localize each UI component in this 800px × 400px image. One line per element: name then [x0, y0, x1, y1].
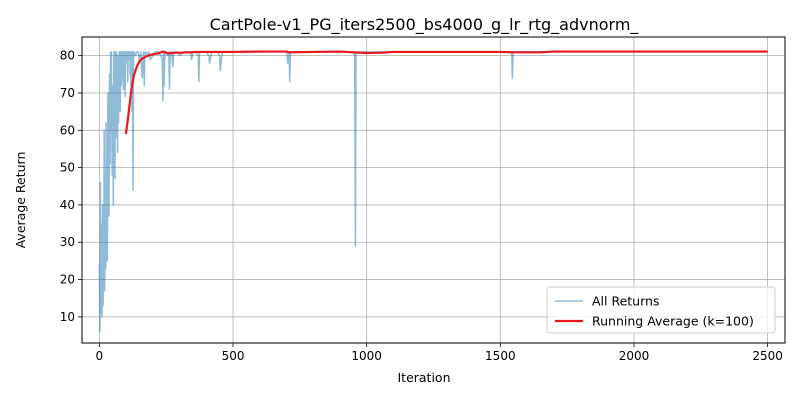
x-tick-label: 2500 — [752, 349, 783, 363]
series-line-running-average — [124, 50, 768, 135]
legend-label-all-returns: All Returns — [592, 294, 659, 309]
y-tick-label: 20 — [60, 273, 75, 287]
x-tick-label: 1000 — [351, 349, 382, 363]
x-tick-label: 500 — [222, 349, 245, 363]
x-tick-label: 1500 — [485, 349, 516, 363]
y-tick-label: 10 — [60, 310, 75, 324]
y-tick-label: 60 — [60, 123, 75, 137]
y-tick-label: 50 — [60, 161, 75, 175]
legend-box — [546, 286, 776, 334]
x-tick-label: 2000 — [619, 349, 650, 363]
x-tick-label: 0 — [96, 349, 104, 363]
y-tick-label: 70 — [60, 86, 75, 100]
y-axis-label: Average Return — [13, 152, 28, 249]
legend: All Returns Running Average (k=100) — [546, 286, 776, 334]
y-tick-label: 80 — [60, 49, 75, 63]
y-axis: 10 20 30 40 50 60 70 80 — [60, 49, 82, 324]
x-axis: 0 500 1000 1500 2000 2500 — [96, 343, 783, 363]
chart-title: CartPole-v1_PG_iters2500_bs4000_g_lr_rtg… — [210, 15, 640, 35]
axes-frame — [81, 36, 786, 344]
x-axis-label: Iteration — [397, 370, 450, 385]
y-tick-label: 40 — [60, 198, 75, 212]
y-tick-label: 30 — [60, 235, 75, 249]
plot-area — [98, 50, 768, 333]
legend-label-running-average: Running Average (k=100) — [592, 314, 754, 329]
